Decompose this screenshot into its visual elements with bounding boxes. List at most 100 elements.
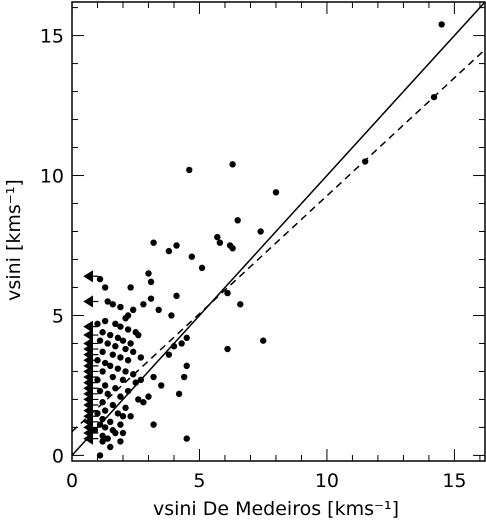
data-point	[101, 424, 109, 431]
data-point	[101, 407, 109, 414]
data-point	[438, 21, 445, 28]
data-point	[216, 239, 224, 246]
data-point	[127, 413, 134, 420]
data-point	[114, 334, 122, 342]
data-point	[186, 166, 193, 174]
data-point	[101, 284, 109, 291]
data-point	[122, 315, 129, 322]
upper-limit-arrow	[83, 432, 99, 445]
data-point	[137, 376, 145, 384]
data-point	[107, 418, 114, 426]
data-point	[178, 340, 185, 347]
data-point	[114, 365, 122, 372]
data-point	[99, 348, 106, 356]
data-point	[112, 343, 119, 350]
data-point	[224, 289, 231, 297]
x-axis-label: vsini De Medeiros [kms⁻¹]	[153, 498, 399, 520]
data-point	[117, 421, 124, 428]
data-point	[107, 331, 114, 339]
data-point	[129, 348, 137, 356]
data-point	[99, 432, 106, 440]
x-tick-label: 10	[315, 470, 339, 492]
data-point	[132, 379, 139, 386]
data-point	[147, 295, 155, 302]
x-tick-label: 15	[442, 470, 466, 492]
data-point	[173, 292, 180, 300]
data-point	[135, 331, 142, 339]
data-point	[237, 301, 244, 308]
data-point	[99, 438, 106, 445]
data-point	[96, 421, 104, 428]
data-point	[117, 323, 124, 330]
data-point	[135, 396, 142, 403]
data-point	[165, 351, 173, 358]
data-point	[112, 320, 119, 328]
data-point	[140, 399, 147, 406]
data-point	[183, 334, 190, 342]
data-point	[109, 351, 116, 358]
data-point	[96, 452, 104, 459]
data-point	[94, 376, 101, 384]
data-point	[124, 357, 132, 364]
fit-lines	[72, 2, 485, 456]
data-point	[129, 306, 137, 314]
data-point	[257, 228, 264, 235]
data-point	[140, 301, 147, 308]
upper-limit-arrow	[83, 328, 99, 342]
data-point	[214, 233, 221, 241]
data-point	[109, 301, 116, 308]
data-point	[99, 329, 106, 336]
data-point	[145, 393, 152, 400]
data-point	[122, 404, 129, 412]
data-point	[234, 217, 241, 224]
data-point	[101, 359, 109, 367]
data-point	[173, 242, 180, 249]
data-point	[198, 264, 206, 272]
data-point	[129, 371, 137, 378]
data-point	[147, 278, 155, 286]
y-axis-label: vsini [kms⁻¹]	[3, 179, 25, 301]
data-point	[104, 340, 111, 347]
data-point	[114, 410, 122, 417]
tick-labels: 0 5 10 15 0 5 10 15	[40, 26, 467, 492]
data-point	[260, 337, 267, 344]
data-point	[94, 410, 101, 417]
data-point	[188, 253, 196, 260]
dashed-fit-line	[72, 49, 485, 433]
data-point	[107, 443, 114, 451]
data-point	[112, 385, 119, 392]
data-point	[150, 421, 157, 428]
upper-limit-arrow	[83, 295, 99, 308]
data-point	[430, 93, 438, 101]
data-point	[104, 390, 111, 398]
y-tick-label: 5	[52, 305, 64, 327]
data-point	[165, 247, 173, 255]
data-point	[168, 312, 175, 319]
data-point	[119, 376, 127, 384]
data-point	[150, 373, 157, 381]
y-tick-label: 15	[40, 26, 64, 48]
data-point	[109, 427, 116, 434]
data-point	[94, 320, 101, 328]
data-points	[83, 21, 445, 459]
data-point	[183, 435, 190, 442]
data-point	[104, 298, 111, 305]
upper-limit-arrow	[83, 270, 99, 283]
data-point	[137, 354, 145, 361]
solid-one-to-one-line	[72, 2, 485, 456]
data-point	[124, 387, 132, 395]
plot-frame	[71, 1, 486, 462]
y-tick-label: 10	[40, 166, 64, 188]
data-point	[99, 415, 106, 423]
data-point	[119, 337, 127, 344]
data-point	[124, 326, 132, 333]
x-tick-label: 0	[66, 470, 78, 492]
data-point	[109, 401, 116, 409]
axis-ticks	[71, 2, 485, 461]
data-point	[155, 306, 162, 314]
data-point	[119, 429, 127, 437]
data-point	[101, 317, 109, 325]
data-point	[107, 362, 114, 370]
data-point	[104, 435, 111, 442]
